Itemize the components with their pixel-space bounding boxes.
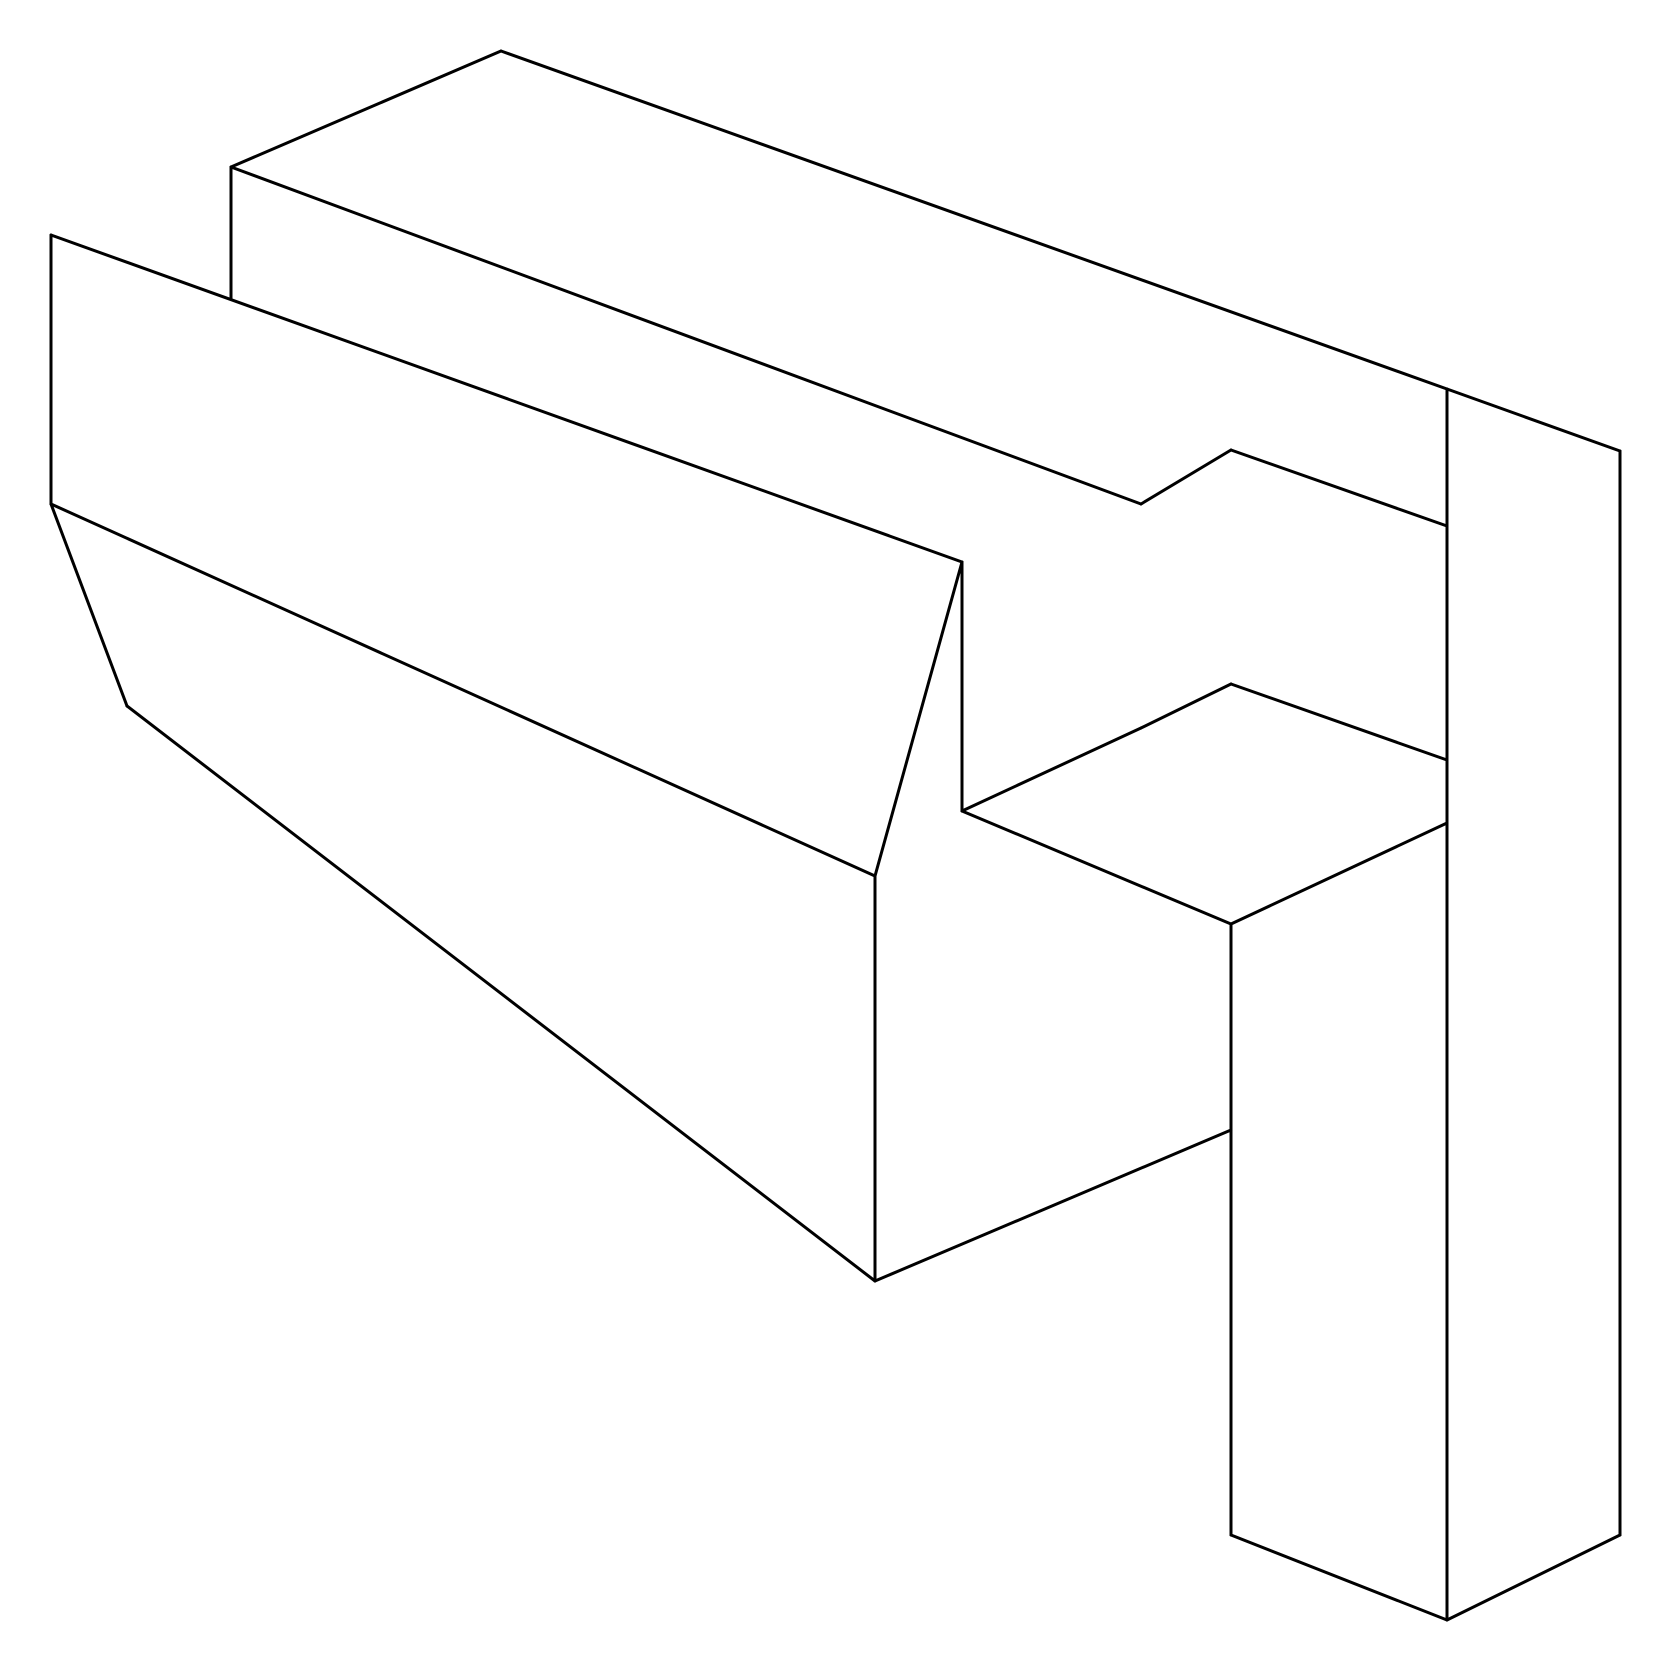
post-bottom-left-edge	[1229, 1533, 1449, 1622]
front-lower-diagonal	[49, 502, 877, 878]
bottom-curve-edge	[125, 704, 877, 1283]
front-top-left-edge	[49, 233, 964, 564]
top-back-left-edge	[229, 49, 503, 169]
top-back-ridge-edge	[499, 49, 1449, 391]
bottom-right-edge	[873, 1128, 1233, 1283]
chamfer-edge	[49, 502, 129, 708]
drawing-edges	[49, 49, 1622, 1622]
shelf-right-edge	[1229, 821, 1449, 926]
shelf-step-edge	[1139, 682, 1233, 730]
shelf-front-edge	[960, 809, 1233, 926]
post-bottom-right-edge	[1445, 1533, 1622, 1622]
shelf-top-edge	[1229, 682, 1449, 762]
notch-top-edge	[1229, 448, 1449, 528]
upper-block-front-edge	[229, 165, 1143, 506]
shelf-left-edge	[960, 726, 1143, 813]
top-back-right-edge	[1445, 387, 1622, 453]
notch-up-edge	[1139, 448, 1233, 506]
inner-slant-edge	[873, 560, 964, 878]
